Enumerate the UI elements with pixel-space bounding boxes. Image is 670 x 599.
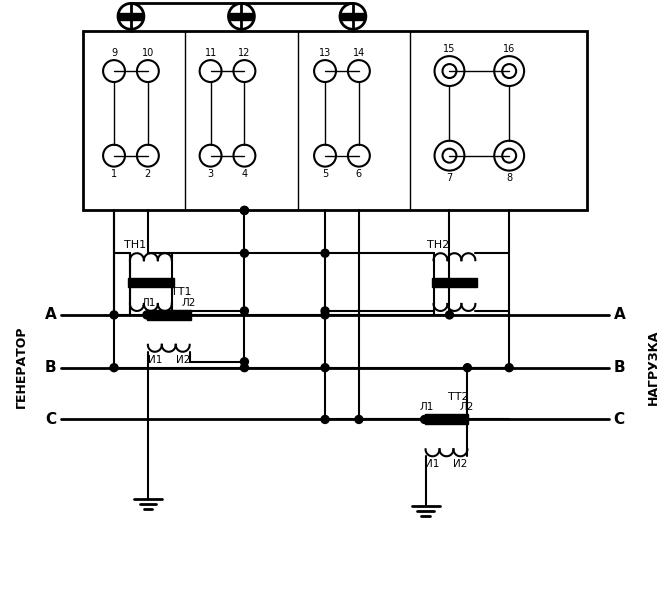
- Text: 9: 9: [111, 48, 117, 58]
- Bar: [128, 278, 174, 287]
- Text: 16: 16: [503, 44, 515, 54]
- Text: 14: 14: [353, 48, 365, 58]
- Text: 2: 2: [145, 168, 151, 179]
- Text: Л2: Л2: [459, 403, 474, 413]
- Circle shape: [464, 364, 472, 371]
- Text: Л1: Л1: [419, 403, 433, 413]
- Text: B: B: [45, 360, 56, 375]
- Bar: [83, 31, 587, 210]
- Text: 1: 1: [111, 168, 117, 179]
- Text: Л2: Л2: [182, 298, 196, 308]
- Circle shape: [110, 311, 118, 319]
- Text: B: B: [614, 360, 625, 375]
- Text: 7: 7: [446, 173, 453, 183]
- Text: ТТ2: ТТ2: [448, 392, 469, 401]
- Text: A: A: [44, 307, 56, 322]
- Text: И1: И1: [425, 459, 440, 469]
- Text: C: C: [614, 412, 625, 427]
- Circle shape: [241, 207, 249, 214]
- Text: 13: 13: [319, 48, 331, 58]
- Circle shape: [321, 311, 329, 319]
- Text: ТТ1: ТТ1: [171, 287, 191, 297]
- Circle shape: [421, 416, 429, 423]
- Text: ГЕНЕРАТОР: ГЕНЕРАТОР: [15, 326, 28, 409]
- Text: И2: И2: [453, 459, 468, 469]
- Text: 11: 11: [204, 48, 216, 58]
- Circle shape: [321, 307, 329, 315]
- Bar: [147, 310, 191, 320]
- Text: C: C: [45, 412, 56, 427]
- Bar: [119, 13, 143, 20]
- Text: 4: 4: [241, 168, 247, 179]
- Circle shape: [321, 364, 329, 371]
- Text: 5: 5: [322, 168, 328, 179]
- Text: ТН1: ТН1: [124, 240, 146, 250]
- Circle shape: [446, 311, 454, 319]
- Circle shape: [321, 249, 329, 257]
- Bar: [341, 13, 365, 20]
- Circle shape: [143, 311, 151, 319]
- Circle shape: [505, 364, 513, 371]
- Text: Л1: Л1: [141, 298, 156, 308]
- Text: 8: 8: [506, 173, 513, 183]
- Circle shape: [241, 358, 249, 366]
- Text: 15: 15: [444, 44, 456, 54]
- Text: ТН2: ТН2: [427, 240, 450, 250]
- Bar: [425, 415, 468, 425]
- Text: 6: 6: [356, 168, 362, 179]
- Circle shape: [241, 307, 249, 315]
- Bar: [431, 278, 477, 287]
- Text: A: A: [614, 307, 626, 322]
- Text: И1: И1: [147, 355, 162, 365]
- Text: НАГРУЗКА: НАГРУЗКА: [647, 329, 660, 405]
- Circle shape: [355, 416, 363, 423]
- Circle shape: [241, 249, 249, 257]
- Circle shape: [241, 364, 249, 371]
- Circle shape: [110, 364, 118, 371]
- Text: 10: 10: [142, 48, 154, 58]
- Text: 12: 12: [239, 48, 251, 58]
- Circle shape: [241, 207, 249, 214]
- Text: 3: 3: [208, 168, 214, 179]
- Circle shape: [321, 416, 329, 423]
- Text: И2: И2: [176, 355, 190, 365]
- Bar: [230, 13, 253, 20]
